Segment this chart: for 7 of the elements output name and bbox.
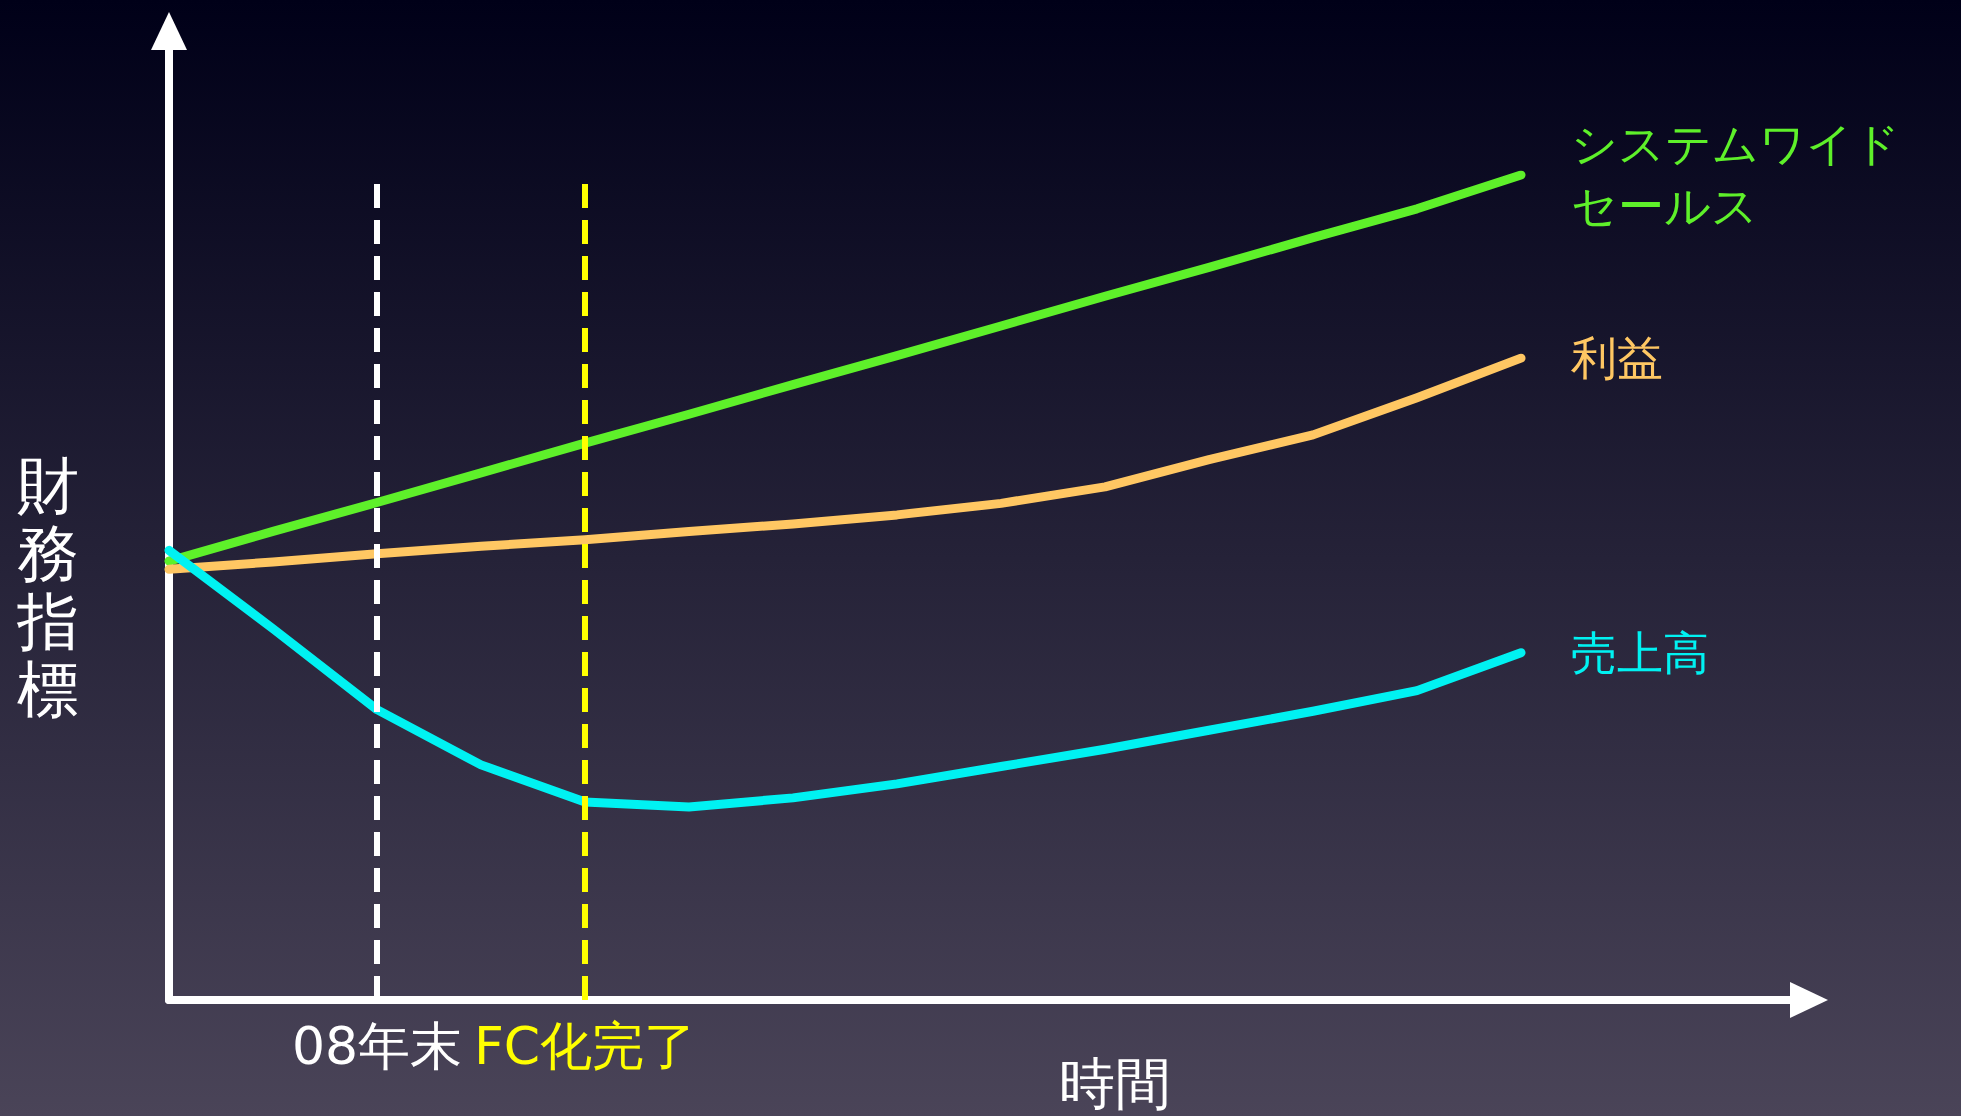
series-label: システムワイドセールス (1571, 117, 1900, 233)
text: 08年末 (291, 1016, 463, 1076)
series-label: 売上高 (1571, 625, 1709, 680)
text: FC化完了 (473, 1016, 697, 1076)
x-axis-title: 時間 (1059, 1050, 1171, 1116)
y-axis-title: 財務指標 (16, 449, 79, 726)
series-label: 利益 (1571, 331, 1663, 386)
